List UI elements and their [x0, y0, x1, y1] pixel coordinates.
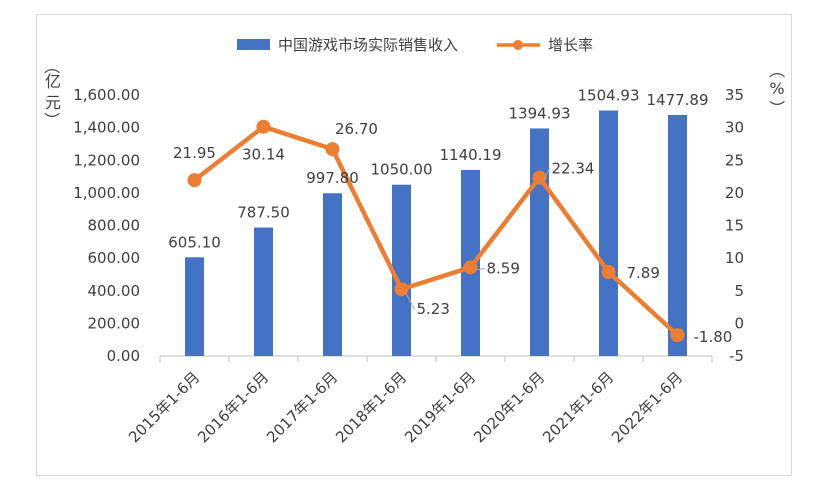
bar-data-label: 1050.00 [370, 161, 432, 179]
chart-frame [36, 14, 792, 476]
line-data-label: -1.80 [694, 328, 733, 346]
x-tick-label: 2021年1-6月 [539, 368, 617, 446]
y-left-tick-label: 1,400.00 [73, 119, 140, 137]
line-data-label: 22.34 [552, 160, 595, 178]
x-tick-label: 2022年1-6月 [608, 368, 686, 446]
x-tick-label: 2019年1-6月 [401, 368, 479, 446]
growth-rate-point [325, 142, 340, 157]
x-tick-label: 2018年1-6月 [332, 368, 410, 446]
line-data-label: 30.14 [242, 146, 285, 164]
bar-revenue [254, 227, 273, 356]
line-data-label: 21.95 [173, 144, 216, 162]
x-tick-label: 2015年1-6月 [125, 368, 203, 446]
bar-revenue [530, 128, 549, 356]
y-left-title-char: 亿 [45, 72, 61, 91]
y-right-axis-title: （ % ） [767, 62, 786, 116]
y-right-tick-label: -5 [729, 347, 744, 365]
y-left-tick-label: 1,200.00 [73, 151, 140, 169]
legend-swatch-revenue [237, 39, 270, 50]
y-right-tick-label: 25 [725, 151, 744, 169]
y-left-tick-label: 400.00 [88, 282, 141, 300]
bar-data-label: 787.50 [237, 204, 290, 222]
y-left-tick-label: 800.00 [88, 217, 141, 235]
y-left-tick-label: 1,000.00 [73, 184, 140, 202]
y-right-title-char: ） [767, 100, 786, 116]
y-left-title-char: ） [42, 112, 61, 128]
bar-data-label: 997.80 [306, 169, 359, 187]
line-data-label: 8.59 [487, 259, 520, 277]
bar-data-label: 605.10 [168, 233, 221, 251]
growth-rate-point [532, 170, 547, 185]
growth-rate-point [463, 260, 478, 275]
growth-rate-point [670, 328, 685, 343]
x-tick-label: 2017年1-6月 [263, 368, 341, 446]
bar-revenue [323, 193, 342, 356]
y-right-tick-label: 5 [734, 282, 744, 300]
y-left-title-char: （ [42, 58, 61, 74]
line-data-label: 5.23 [417, 300, 450, 318]
bar-data-label: 1477.89 [646, 91, 708, 109]
legend-label-revenue: 中国游戏市场实际销售收入 [278, 36, 458, 54]
y-right-title-char: （ [767, 62, 786, 78]
line-data-label: 26.70 [335, 120, 378, 138]
bar-revenue [599, 110, 618, 356]
x-tick-label: 2016年1-6月 [194, 368, 272, 446]
data-label-leader [543, 168, 550, 181]
data-label-leader [474, 267, 485, 271]
y-right-tick-label: 30 [725, 119, 744, 137]
growth-rate-point [256, 119, 271, 134]
bar-revenue [668, 114, 687, 357]
line-data-label: 7.89 [627, 264, 660, 282]
y-left-title-char: 元 [45, 93, 61, 112]
y-right-tick-label: 15 [725, 217, 744, 235]
y-left-tick-label: 1,600.00 [73, 86, 140, 104]
bar-data-label: 1504.93 [577, 87, 639, 105]
growth-rate-line [193, 124, 680, 337]
growth-rate-point [187, 173, 202, 188]
growth-rate-point [601, 264, 616, 279]
y-right-tick-label: 0 [734, 314, 744, 332]
plot-area: 0.00 200.00 400.00 600.00 800.00 1,000.00 1,20… [73, 86, 744, 446]
y-right-title-char: % [769, 79, 784, 98]
legend-marker-growth [513, 40, 523, 50]
y-right-tick-label: 20 [725, 184, 744, 202]
y-left-axis-title: （ 亿 元 ） [42, 58, 61, 128]
y-left-tick-label: 600.00 [88, 249, 141, 267]
data-label-leader [405, 292, 415, 310]
bar-data-label: 1394.93 [508, 104, 570, 122]
growth-rate-point [394, 282, 409, 297]
y-right-tick-label: 10 [725, 249, 744, 267]
y-right-tick-label: 35 [725, 86, 744, 104]
bar-data-label: 1140.19 [439, 146, 501, 164]
bar-revenue [392, 184, 411, 356]
bar-revenue [185, 257, 204, 356]
legend: 中国游戏市场实际销售收入 增长率 [237, 36, 593, 54]
x-tick-label: 2020年1-6月 [470, 368, 548, 446]
y-left-tick-label: 0.00 [107, 347, 140, 365]
legend-label-growth: 增长率 [548, 36, 593, 54]
y-left-tick-label: 200.00 [88, 314, 141, 332]
